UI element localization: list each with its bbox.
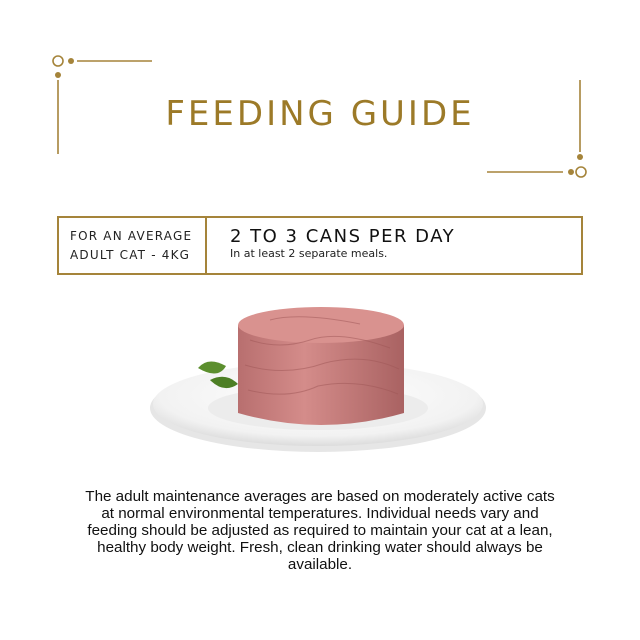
audience-line-2: ADULT CAT - 4KG: [70, 247, 191, 262]
basil-leaf: [198, 361, 226, 374]
serving-amount: 2 TO 3 CANS PER DAY: [230, 226, 456, 247]
audience-cell: FOR AN AVERAGE ADULT CAT - 4KG: [59, 218, 207, 273]
serving-cell: 2 TO 3 CANS PER DAY In at least 2 separa…: [230, 226, 455, 260]
feeding-description: The adult maintenance averages are based…: [85, 488, 555, 573]
audience-line-1: FOR AN AVERAGE: [70, 228, 193, 243]
meals-note: In at least 2 separate meals.: [230, 247, 388, 260]
food-plate-image: [150, 307, 486, 452]
page-title: FEEDING GUIDE: [165, 94, 475, 134]
feeding-guide-table: FOR AN AVERAGE ADULT CAT - 4KG 2 TO 3 CA…: [57, 216, 583, 275]
